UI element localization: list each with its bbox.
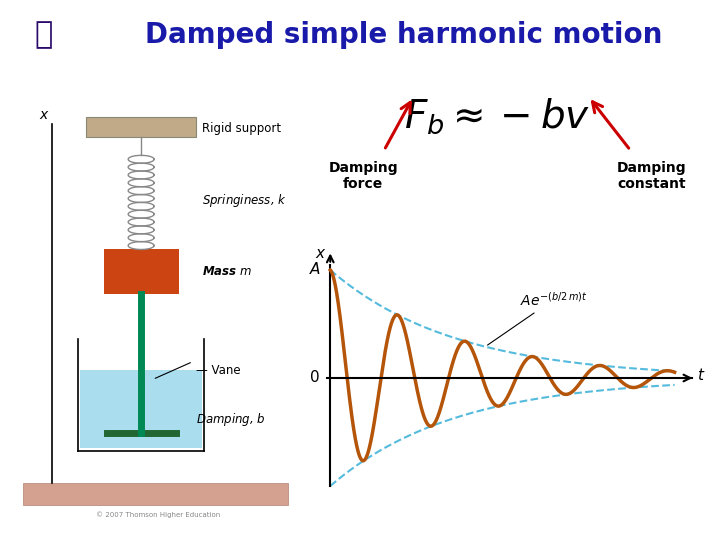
Text: Damping, $b$: Damping, $b$ xyxy=(196,411,266,428)
Text: Damping
constant: Damping constant xyxy=(616,161,686,191)
Text: t: t xyxy=(698,368,703,383)
Text: $F_b \approx -bv$: $F_b \approx -bv$ xyxy=(404,97,590,137)
Bar xyxy=(23,483,288,505)
Text: x: x xyxy=(39,108,48,122)
Text: $Ae^{-(b/2\,m)t}$: $Ae^{-(b/2\,m)t}$ xyxy=(487,291,588,345)
Text: x: x xyxy=(315,246,325,261)
Text: Springiness, $k$: Springiness, $k$ xyxy=(202,192,287,208)
Text: Mass $m$: Mass $m$ xyxy=(202,265,252,279)
Bar xyxy=(104,249,179,294)
Text: Damping
force: Damping force xyxy=(328,161,398,191)
Text: A: A xyxy=(310,262,320,278)
Text: Damped simple harmonic motion: Damped simple harmonic motion xyxy=(145,21,662,49)
Text: Rigid support: Rigid support xyxy=(202,122,281,135)
Text: 🦎: 🦎 xyxy=(34,21,53,50)
Text: © 2007 Thomson Higher Education: © 2007 Thomson Higher Education xyxy=(96,512,220,518)
Bar xyxy=(80,370,202,448)
Text: — Vane: — Vane xyxy=(196,364,240,377)
Text: 0: 0 xyxy=(310,370,320,386)
Bar xyxy=(86,117,196,137)
